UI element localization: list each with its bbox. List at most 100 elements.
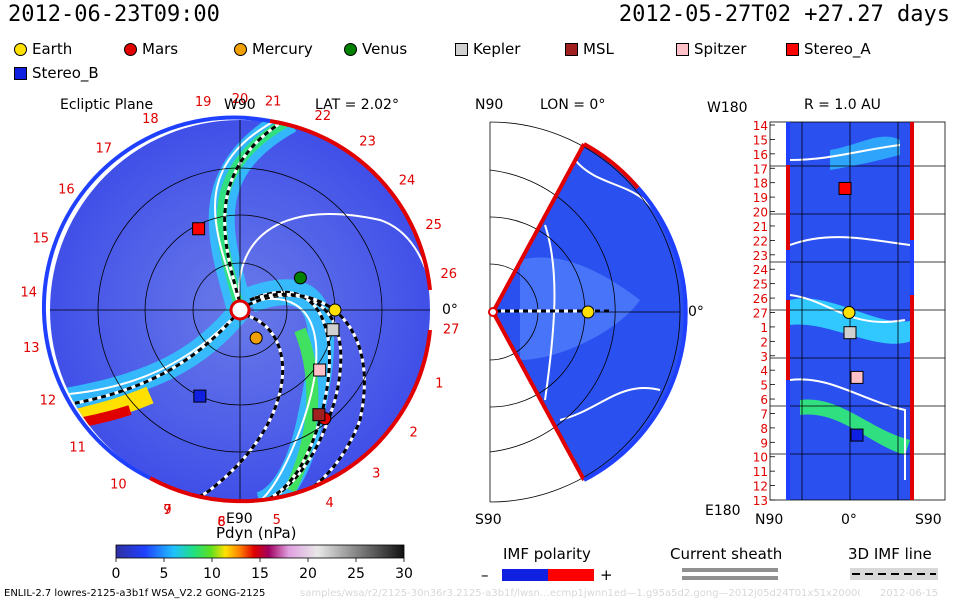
meridional-boundary-3 xyxy=(559,387,661,421)
marker-stereo-b xyxy=(193,389,207,403)
colorbar-tick-label: 30 xyxy=(395,566,413,582)
meridional-boundary-1 xyxy=(544,224,556,401)
simulation-time: 2012-06-23T09:00 xyxy=(8,2,220,27)
radial-r-label: R = 1.0 AU xyxy=(804,97,881,113)
legend-label: MSL xyxy=(583,40,614,58)
ecliptic-objects xyxy=(192,222,342,426)
radial-carrington-label: 20 xyxy=(753,206,768,220)
marker-earth xyxy=(842,306,856,319)
carrington-label: 8 xyxy=(217,515,225,530)
radial-carrington-label: 26 xyxy=(753,292,768,306)
marker-earth xyxy=(328,303,342,317)
radial-x-label-zero: 0° xyxy=(841,512,857,528)
marker-spitzer xyxy=(313,363,327,377)
carrington-label: 22 xyxy=(315,109,332,124)
meridional-top-label: N90 xyxy=(475,97,504,113)
radial-x-label-s90: S90 xyxy=(915,512,942,528)
colorbar-title: Pdyn (nPa) xyxy=(216,524,297,542)
colorbar-tick-label: 25 xyxy=(347,566,365,582)
meridional-edge-north xyxy=(491,143,586,313)
radial-carrington-label: 13 xyxy=(753,494,768,508)
meridional-density xyxy=(520,257,640,360)
ecliptic-top-label: W90 xyxy=(224,97,256,113)
radial-carrington-label: 11 xyxy=(753,465,768,479)
carrington-label: 20 xyxy=(232,92,249,107)
ecliptic-lat-label: LAT = 2.02° xyxy=(315,97,399,113)
legend-label: Mars xyxy=(142,40,179,58)
carrington-label: 19 xyxy=(195,95,212,110)
legend-label: Mercury xyxy=(252,40,313,58)
radial-carrington-label: 14 xyxy=(753,119,768,133)
marker-earth xyxy=(581,305,595,319)
legend-marker-msl xyxy=(565,42,578,56)
legend-label: Stereo_A xyxy=(804,40,871,58)
radial-carrington-label: 2 xyxy=(760,335,768,349)
carrington-label: 17 xyxy=(95,142,112,157)
marker-stereo-a xyxy=(838,181,852,195)
reference-time: 2012-05-27T02 +27.27 days xyxy=(618,2,950,27)
carrington-label: 2 xyxy=(410,426,418,441)
meridional-objects xyxy=(581,305,595,319)
radial-band-3 xyxy=(830,136,900,170)
marker-mercury xyxy=(249,331,263,345)
imf-polarity-plus: + xyxy=(600,566,613,584)
radial-objects xyxy=(838,181,864,442)
legend-item-stereo-a: Stereo_A xyxy=(786,40,871,58)
sector-boundary-2 xyxy=(214,120,281,311)
current-sheath-title: Current sheath xyxy=(670,545,783,563)
radial-carrington-labels: 1415161718192021222324252627123456789101… xyxy=(753,119,775,508)
carrington-label: 21 xyxy=(265,95,282,110)
colorbar-tick-label: 5 xyxy=(160,566,169,582)
radial-carrington-label: 17 xyxy=(753,162,768,176)
carrington-label: 3 xyxy=(372,466,380,481)
legend-item-spitzer: Spitzer xyxy=(676,40,746,58)
carrington-label: 25 xyxy=(425,218,442,233)
radial-carrington-label: 4 xyxy=(760,364,768,378)
carrington-label: 15 xyxy=(33,231,50,246)
meridional-edge-south xyxy=(491,311,586,481)
radial-bottom-left-label: E180 xyxy=(705,503,741,519)
radial-carrington-label: 24 xyxy=(753,263,768,277)
imf-polarity-title: IMF polarity xyxy=(503,545,591,563)
carrington-label: 10 xyxy=(110,478,127,493)
current-sheath-line-2 xyxy=(682,576,778,580)
carrington-label: 18 xyxy=(142,112,159,127)
ecliptic-boundary-positive xyxy=(269,119,432,291)
meridional-inner-boundary xyxy=(488,307,498,317)
radial-x-label-n90: N90 xyxy=(755,512,784,528)
radial-carrington-label: 23 xyxy=(753,249,768,263)
radial-carrington-label: 7 xyxy=(760,407,768,421)
marker-kepler xyxy=(326,323,340,337)
carrington-label: 7 xyxy=(163,503,171,518)
legend-marker-earth xyxy=(14,42,27,56)
ecliptic-boundary-negative xyxy=(41,115,271,480)
colorbar-tick-label: 0 xyxy=(112,566,121,582)
ecliptic-bottom-label: E90 xyxy=(226,511,253,527)
marker-venus xyxy=(293,271,307,285)
imf-polarity-positive xyxy=(548,569,594,581)
legend-item-msl: MSL xyxy=(565,40,614,58)
carrington-label: 9 xyxy=(163,503,171,518)
marker-spitzer xyxy=(850,370,864,384)
radial-carrington-label: 22 xyxy=(753,234,768,248)
current-sheath-line-1 xyxy=(682,568,778,572)
imf-polarity-minus: – xyxy=(481,566,489,584)
footer-model-info: ENLIL-2.7 lowres-2125-a3b1f WSA_V2.2 GON… xyxy=(4,588,266,599)
carrington-label: 12 xyxy=(40,394,57,409)
legend-label: Venus xyxy=(362,40,408,58)
carrington-label: 27 xyxy=(443,322,460,337)
marker-stereo-b xyxy=(850,428,864,442)
meridional-arc-positive xyxy=(583,142,640,190)
radial-carrington-label: 1 xyxy=(760,321,768,335)
legend-marker-spitzer xyxy=(676,42,689,56)
radial-carrington-label: 16 xyxy=(753,148,768,162)
marker-stereo-a xyxy=(192,222,206,236)
radial-carrington-label: 21 xyxy=(753,220,768,234)
carrington-label: 26 xyxy=(441,267,458,282)
sector-boundary-4 xyxy=(254,297,318,500)
legend-item-mercury: Mercury xyxy=(234,40,313,58)
radial-top-left-label: W180 xyxy=(707,100,748,116)
footer-date: 2012-06-15 xyxy=(880,588,939,599)
